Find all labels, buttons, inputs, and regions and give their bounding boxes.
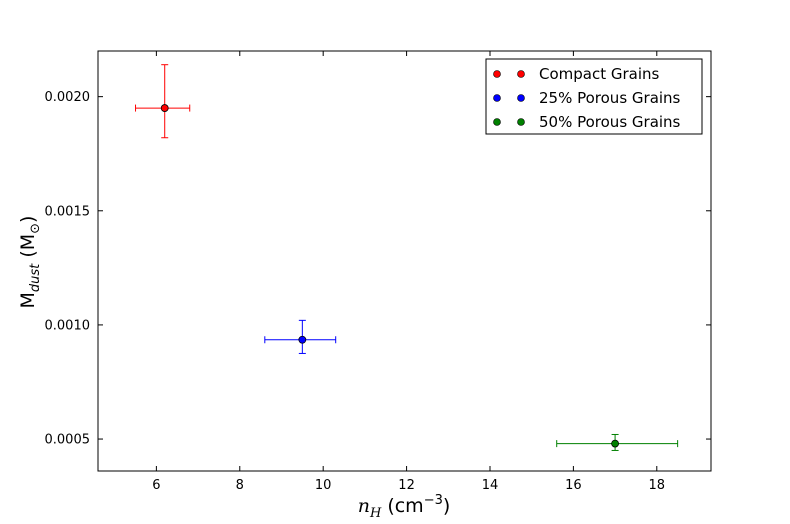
legend-label: 25% Porous Grains <box>539 89 681 107</box>
x-tick-label: 10 <box>315 478 332 493</box>
x-tick-label: 16 <box>565 478 582 493</box>
legend-marker-right <box>517 118 525 126</box>
y-tick-label: 0.0015 <box>45 204 91 219</box>
legend-label: Compact Grains <box>539 65 660 83</box>
legend-marker-left <box>493 70 501 78</box>
x-axis-label-sub: H <box>369 506 382 521</box>
y-axis-label-unit-close: ) <box>17 216 39 223</box>
y-tick-label: 0.0010 <box>45 318 91 333</box>
series-2 <box>264 319 337 354</box>
x-tick-label: 12 <box>398 478 415 493</box>
plot-frame <box>97 50 712 472</box>
x-axis-label-unit-open: (cm <box>381 495 423 517</box>
axes <box>97 50 712 472</box>
y-axis-label-sub: dust <box>28 263 43 292</box>
y-axis-label-main: M <box>17 292 39 308</box>
legend-marker-left <box>493 118 501 126</box>
x-tick-label: 14 <box>482 478 499 493</box>
y-tick-label: 0.0020 <box>45 90 91 105</box>
x-tick-label: 6 <box>152 478 160 493</box>
x-axis-label: nH (cm−3) <box>358 493 451 521</box>
x-axis-label-main: n <box>358 495 370 517</box>
y-axis-label: Mdust (M⊙) <box>17 216 43 309</box>
x-axis-label-unit-sup: −3 <box>424 493 443 508</box>
legend-marker-left <box>493 94 501 102</box>
y-tick-label: 0.0005 <box>45 433 91 448</box>
legend: Compact Grains 25% Porous Grains 50% Porou… <box>485 58 703 135</box>
legend-marker-right <box>517 70 525 78</box>
y-axis-label-unit: (M <box>17 234 39 264</box>
x-axis-label-unit-close: ) <box>443 495 450 517</box>
data-point <box>160 104 169 112</box>
series-3 <box>556 433 679 451</box>
series-1 <box>135 64 191 139</box>
legend-label: 50% Porous Grains <box>539 113 681 131</box>
x-tick-label: 8 <box>236 478 244 493</box>
y-axis-label-unit-sym: ⊙ <box>28 223 43 234</box>
data-point <box>298 335 307 344</box>
data-point <box>611 439 619 448</box>
x-tick-label: 18 <box>649 478 666 493</box>
ticks: 6 8 10 12 14 16 18 0.0005 0.0010 0.0015 0.0020 <box>45 51 711 493</box>
data-marks <box>135 64 679 451</box>
legend-marker-right <box>517 94 525 102</box>
